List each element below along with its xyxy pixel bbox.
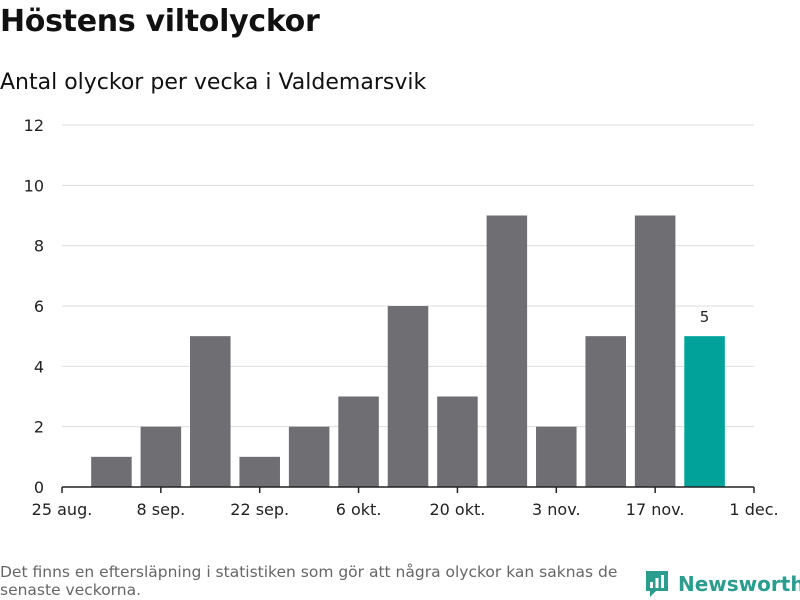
bar <box>288 426 330 487</box>
brand-logo: Newsworthy <box>644 569 800 599</box>
bar <box>190 336 231 487</box>
x-tick-label: 22 sep. <box>230 500 289 519</box>
newsworthy-logo-icon <box>646 571 668 597</box>
bar <box>140 426 182 487</box>
x-tick-label: 25 aug. <box>32 500 93 519</box>
y-axis: 0 2 4 6 8 10 12 <box>24 116 44 497</box>
y-tick-label: 0 <box>34 478 44 497</box>
x-tick-label: 8 sep. <box>137 500 186 519</box>
y-tick-label: 4 <box>34 357 44 376</box>
chart-title: Höstens viltolyckor <box>0 4 320 39</box>
bar <box>634 215 676 487</box>
x-tick-label: 6 okt. <box>336 500 382 519</box>
x-tick-label: 3 nov. <box>532 500 581 519</box>
bars: 5 <box>91 215 725 487</box>
x-tick-label: 20 okt. <box>429 500 485 519</box>
bar <box>239 456 280 487</box>
bar <box>536 426 577 487</box>
y-tick-label: 6 <box>34 297 44 316</box>
bar <box>486 215 528 487</box>
data-label: 5 <box>700 308 710 326</box>
x-axis: 25 aug. 8 sep. 22 sep. 6 okt. 20 okt. 3 nov. 1… <box>32 486 779 519</box>
y-tick-label: 10 <box>24 176 44 195</box>
x-tick-label: 17 nov. <box>626 500 685 519</box>
brand-name: Newsworthy <box>678 572 800 596</box>
bar <box>437 396 478 487</box>
y-tick-label: 8 <box>34 237 44 256</box>
chart-subtitle: Antal olyckor per vecka i Valdemarsvik <box>0 70 427 95</box>
x-tick-label: 1 dec. <box>729 500 778 519</box>
bar <box>585 336 626 487</box>
footnote: Det finns en eftersläpning i statistiken… <box>0 563 618 599</box>
bar <box>91 456 132 487</box>
bar <box>338 396 379 487</box>
bar <box>387 306 429 487</box>
y-tick-label: 2 <box>34 418 44 437</box>
y-tick-label: 12 <box>24 116 44 135</box>
bar-highlighted <box>684 336 725 487</box>
